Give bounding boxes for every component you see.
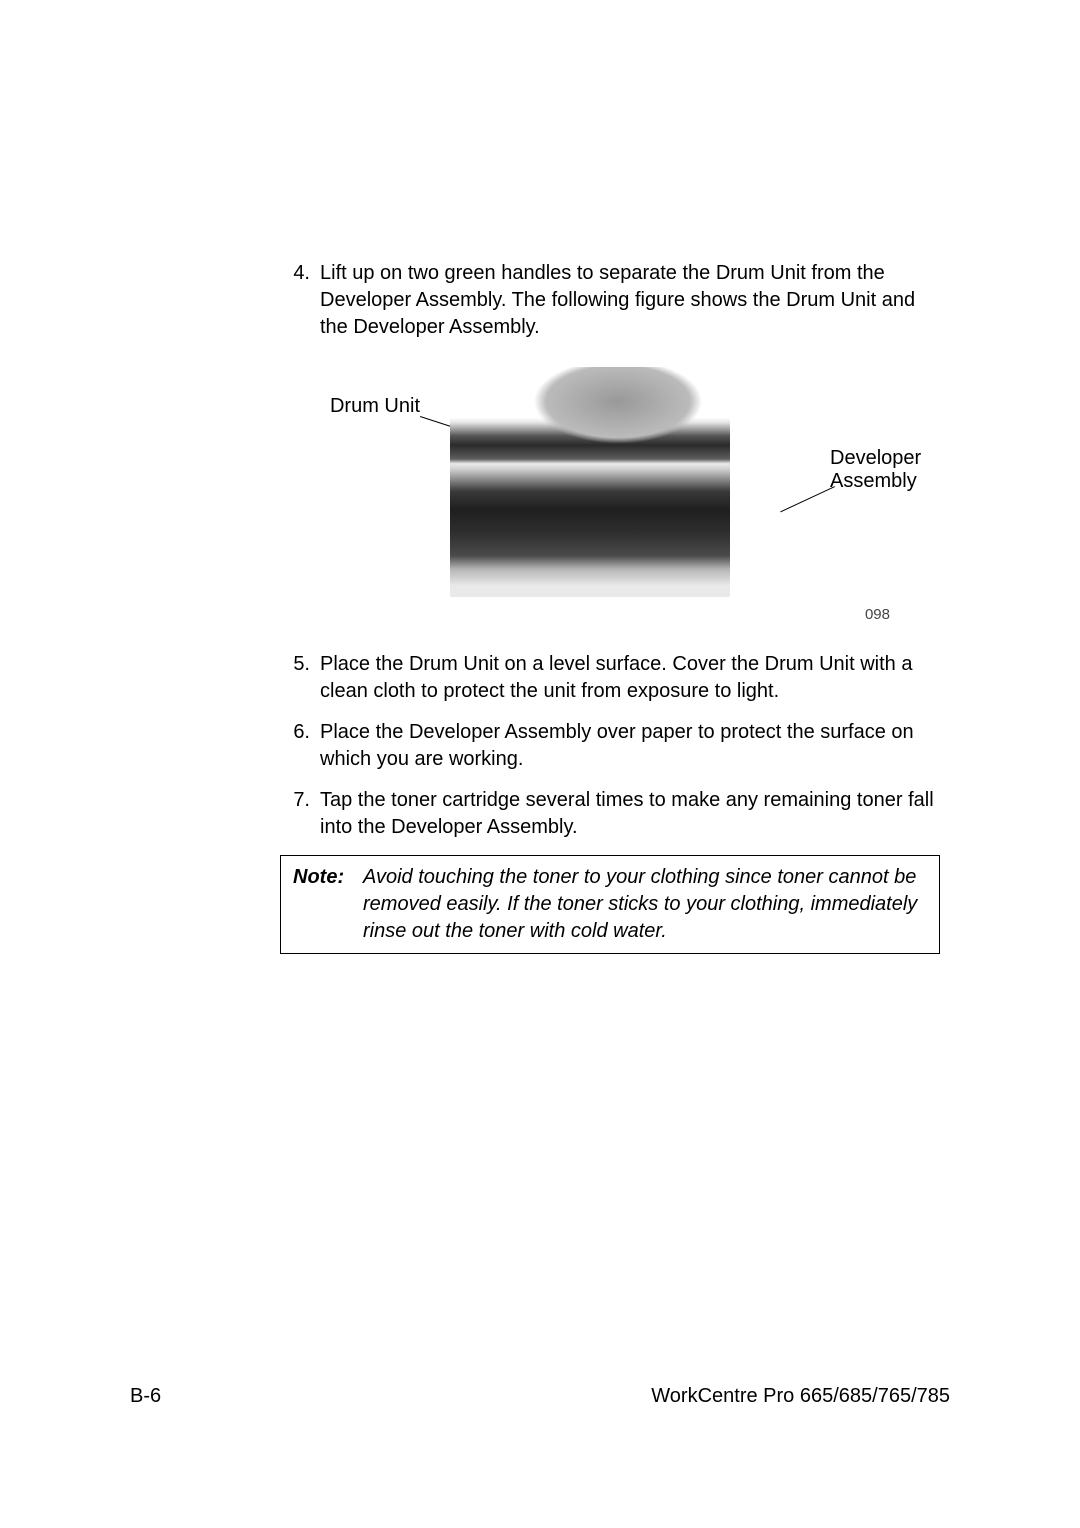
callout-drum-unit: Drum Unit (320, 395, 420, 418)
step-text: Place the Drum Unit on a level surface. … (320, 651, 940, 705)
step-number: 6. (280, 719, 320, 773)
step-text: Lift up on two green handles to separate… (320, 260, 940, 341)
step-7: 7. Tap the toner cartridge several times… (280, 787, 940, 841)
step-6: 6. Place the Developer Assembly over pap… (280, 719, 940, 773)
step-text: Tap the toner cartridge several times to… (320, 787, 940, 841)
figure-number: 098 (865, 606, 890, 623)
step-number: 5. (280, 651, 320, 705)
note-label: Note: (293, 864, 363, 945)
page-content: 4. Lift up on two green handles to separ… (280, 260, 940, 954)
note-text: Avoid touching the toner to your clothin… (363, 864, 927, 945)
step-4: 4. Lift up on two green handles to separ… (280, 260, 940, 341)
figure: Drum Unit Developer Assembly 098 (320, 361, 940, 631)
step-text: Place the Developer Assembly over paper … (320, 719, 940, 773)
page-number: B-6 (130, 1385, 161, 1408)
callout-line2: Assembly (830, 470, 917, 492)
note-box: Note: Avoid touching the toner to your c… (280, 855, 940, 954)
callout-line1: Developer (830, 447, 921, 469)
leader-line-right (780, 486, 835, 513)
product-name: WorkCentre Pro 665/685/765/785 (651, 1385, 950, 1408)
drum-unit-photo (450, 367, 730, 597)
step-number: 7. (280, 787, 320, 841)
step-number: 4. (280, 260, 320, 341)
step-5: 5. Place the Drum Unit on a level surfac… (280, 651, 940, 705)
callout-developer-assembly: Developer Assembly (830, 447, 940, 493)
page-footer: B-6 WorkCentre Pro 665/685/765/785 (130, 1385, 950, 1408)
